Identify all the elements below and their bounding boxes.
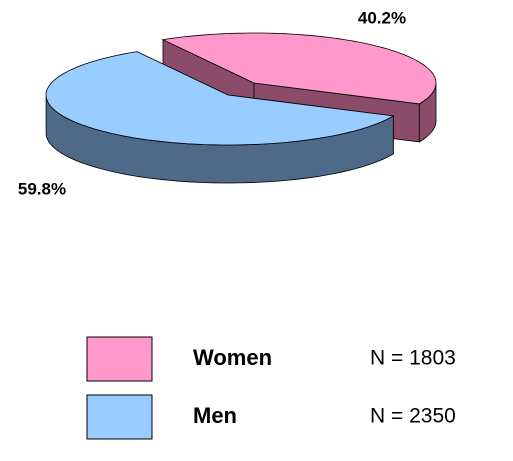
- legend-swatch: [86, 336, 153, 382]
- legend-label: Women: [193, 345, 272, 370]
- pie-slice: [161, 32, 437, 105]
- data-label: 59.8%: [18, 179, 66, 198]
- legend-note: N = 1803: [370, 347, 456, 370]
- pie-slice: [45, 51, 395, 146]
- legend-label: Men: [193, 403, 237, 428]
- data-label: 40.2%: [358, 8, 406, 27]
- legend-note: N = 2350: [370, 405, 456, 428]
- legend-swatch: [86, 394, 153, 440]
